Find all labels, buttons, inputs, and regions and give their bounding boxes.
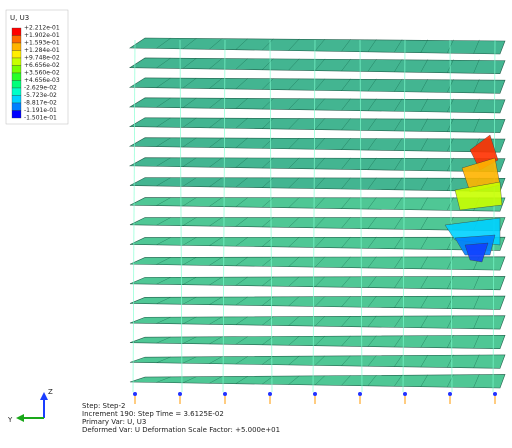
legend-title: U, U3 <box>10 14 29 22</box>
axis-label: Y <box>7 416 13 424</box>
legend-swatch <box>12 88 21 96</box>
legend-swatch <box>12 36 21 44</box>
legend-swatch <box>12 73 21 81</box>
status-line: Primary Var: U, U3 <box>82 418 146 426</box>
legend-swatch <box>12 96 21 104</box>
legend-swatch <box>12 28 21 36</box>
support <box>223 392 227 396</box>
support <box>403 392 407 396</box>
legend-swatch <box>12 51 21 59</box>
legend-label: +4.656e-03 <box>24 77 60 84</box>
legend-label: +2.212e-01 <box>24 25 60 32</box>
legend-label: +1.902e-01 <box>24 32 60 39</box>
legend-swatch <box>12 43 21 51</box>
legend-label: -1.501e-01 <box>24 115 57 122</box>
status-line: Deformed Var: U Deformation Scale Factor… <box>82 426 280 434</box>
legend-label: -2.629e-02 <box>24 85 57 92</box>
legend-label: +6.656e-02 <box>24 62 60 69</box>
legend-label: -5.723e-02 <box>24 92 57 99</box>
legend-swatch <box>12 58 21 66</box>
legend-swatch <box>12 66 21 74</box>
support <box>133 392 137 396</box>
support <box>268 392 272 396</box>
axis-label: Z <box>48 388 53 396</box>
support <box>493 392 497 396</box>
legend-label: +9.748e-02 <box>24 55 60 62</box>
legend-swatch <box>12 81 21 89</box>
legend-label: -1.191e-01 <box>24 107 57 114</box>
support <box>448 392 452 396</box>
legend-label: +3.560e-02 <box>24 70 60 77</box>
legend-label: +1.284e-01 <box>24 47 60 54</box>
legend-label: -8.817e-02 <box>24 100 57 107</box>
support <box>313 392 317 396</box>
legend-swatch <box>12 111 21 119</box>
legend-label: +1.593e-01 <box>24 40 60 47</box>
viewport: U, U3 +2.212e-01+1.902e-01+1.593e-01+1.2… <box>0 0 512 448</box>
status-line: Step: Step-2 <box>82 402 125 410</box>
support <box>358 392 362 396</box>
legend-swatch <box>12 103 21 111</box>
support <box>178 392 182 396</box>
status-line: Increment 190: Step Time = 3.6125E-02 <box>82 410 224 418</box>
